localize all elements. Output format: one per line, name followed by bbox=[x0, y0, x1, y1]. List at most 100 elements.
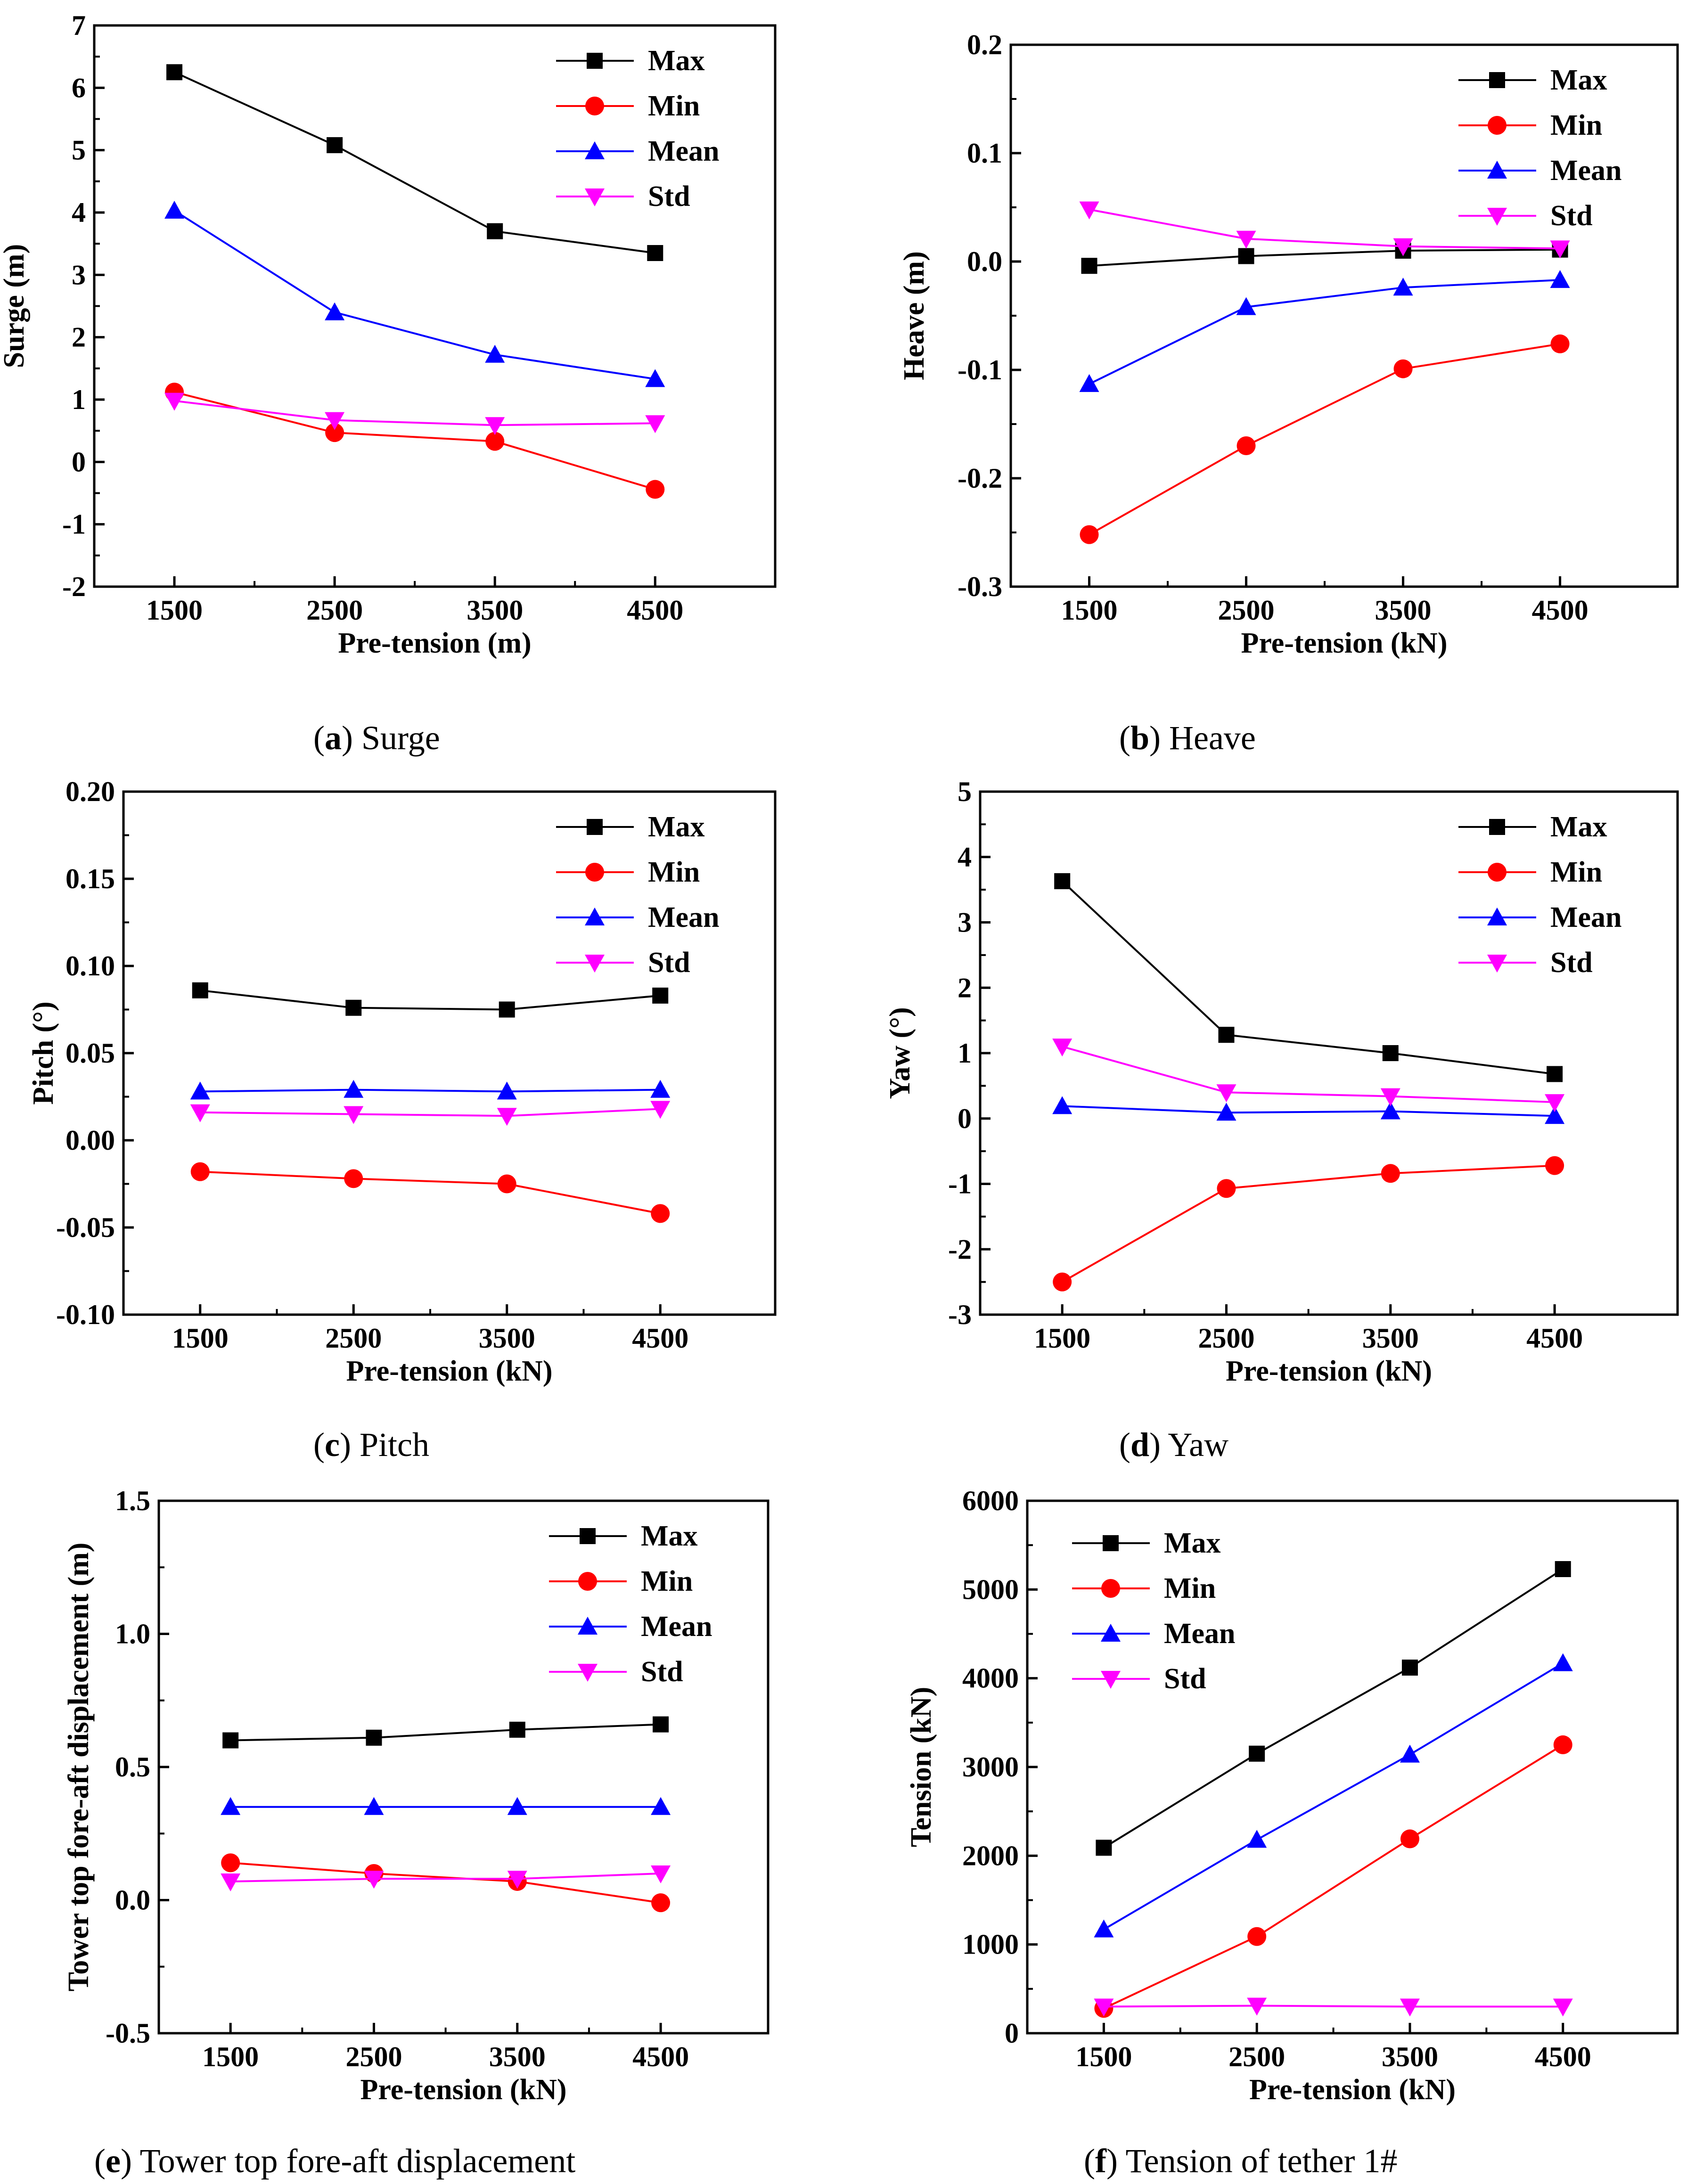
x-tick-label: 1500 bbox=[202, 2041, 259, 2072]
y-tick-label: 1 bbox=[72, 384, 86, 415]
y-axis-label: Heave (m) bbox=[898, 251, 930, 380]
data-point-max bbox=[1081, 258, 1097, 274]
legend-label: Mean bbox=[1550, 155, 1622, 187]
data-point-max bbox=[652, 987, 669, 1004]
legend-label: Std bbox=[1550, 947, 1593, 979]
series-line-std bbox=[1104, 2004, 1563, 2008]
data-point-mean bbox=[645, 369, 665, 387]
data-point-mean bbox=[325, 302, 345, 320]
y-tick-label: 1.5 bbox=[115, 1485, 150, 1516]
data-point-mean bbox=[497, 1081, 517, 1100]
data-point-max bbox=[499, 1001, 515, 1018]
data-point-std bbox=[1052, 1039, 1073, 1057]
series-line-std bbox=[1089, 208, 1560, 250]
legend-label: Min bbox=[648, 856, 700, 888]
data-point-max bbox=[1218, 1027, 1235, 1043]
legend-label: Max bbox=[648, 811, 705, 843]
x-tick-label: 3500 bbox=[479, 1323, 535, 1354]
data-point-mean bbox=[164, 201, 185, 219]
caption-paren: ( bbox=[94, 2142, 106, 2180]
data-point-max bbox=[327, 137, 343, 154]
caption-paren: ( bbox=[1119, 1426, 1130, 1464]
legend-label: Std bbox=[1550, 200, 1593, 232]
legend-marker bbox=[585, 97, 604, 115]
x-tick-label: 2500 bbox=[1228, 2041, 1285, 2072]
y-tick-label: -2 bbox=[948, 1234, 972, 1265]
panel-caption: (f) Tension of tether 1# bbox=[1084, 2142, 1397, 2180]
legend-marker bbox=[585, 141, 605, 159]
data-point-std bbox=[221, 1873, 241, 1891]
series-line-min bbox=[200, 1170, 661, 1215]
x-tick-label: 3500 bbox=[467, 595, 523, 626]
data-point-mean bbox=[1553, 1653, 1573, 1671]
data-point-mean bbox=[507, 1797, 527, 1815]
data-point-std bbox=[1550, 240, 1570, 259]
legend-label: Max bbox=[1164, 1527, 1221, 1559]
legend-label: Min bbox=[641, 1565, 693, 1597]
chart-panel-b: -0.3 -0.2 -0.1 0.0 0.1 0.2 1500 2500 3500 4500 Pre… bbox=[898, 29, 1679, 757]
legend-marker bbox=[585, 908, 605, 925]
legend-marker bbox=[585, 863, 604, 882]
legend-label: Std bbox=[641, 1656, 683, 1688]
y-tick-label: 0.05 bbox=[66, 1038, 115, 1069]
data-point-min bbox=[1217, 1179, 1236, 1198]
data-point-min bbox=[1080, 525, 1099, 544]
x-tick-label: 2500 bbox=[1198, 1323, 1254, 1354]
panel-caption: (a) Surge bbox=[313, 719, 440, 757]
y-tick-label: 0.00 bbox=[66, 1125, 115, 1156]
series-line-min bbox=[1103, 1744, 1564, 2010]
y-tick-label: -0.10 bbox=[56, 1299, 115, 1330]
data-point-min bbox=[1393, 359, 1413, 378]
y-tick-label: 3000 bbox=[962, 1751, 1019, 1783]
series-line-min bbox=[1062, 1164, 1555, 1283]
y-tick-label: 0.0 bbox=[115, 1885, 150, 1916]
x-axis-label: Pre-tension (kN) bbox=[1226, 1355, 1432, 1387]
y-axis-label: Tension (kN) bbox=[905, 1687, 937, 1848]
x-axis-label: Pre-tension (kN) bbox=[360, 2074, 567, 2106]
y-tick-label: 4000 bbox=[962, 1663, 1019, 1694]
data-point-std bbox=[485, 417, 505, 435]
legend-marker bbox=[1489, 72, 1505, 88]
data-point-min bbox=[1553, 1735, 1572, 1754]
x-tick-label: 1500 bbox=[1061, 595, 1118, 626]
data-point-min bbox=[646, 480, 665, 499]
data-point-max bbox=[166, 64, 183, 81]
legend-marker bbox=[1487, 955, 1507, 973]
y-tick-label: 0.20 bbox=[66, 776, 115, 807]
x-tick-label: 4500 bbox=[632, 1323, 688, 1354]
data-point-mean bbox=[1393, 278, 1413, 296]
data-point-std bbox=[1094, 1998, 1114, 2017]
caption-letter: e bbox=[106, 2142, 121, 2180]
x-tick-label: 3500 bbox=[489, 2041, 546, 2072]
data-point-max bbox=[222, 1732, 239, 1749]
data-point-max bbox=[1382, 1045, 1399, 1061]
y-tick-label: -0.3 bbox=[958, 571, 1002, 602]
series-line-mean bbox=[1103, 1662, 1564, 1930]
data-point-min bbox=[1400, 1829, 1419, 1849]
legend-marker bbox=[585, 188, 605, 206]
y-axis-label: Yaw (°) bbox=[884, 1007, 916, 1099]
legend-label: Mean bbox=[648, 901, 720, 933]
panel-caption: (d) Yaw bbox=[1119, 1426, 1228, 1464]
x-axis-label: Pre-tension (kN) bbox=[1249, 2074, 1456, 2106]
x-axis-label: Pre-tension (kN) bbox=[346, 1355, 553, 1387]
chart-panel-f: 0 1000 2000 3000 4000 5000 6000 1500 2500 3500 450… bbox=[905, 1485, 1679, 2180]
series-line-min bbox=[230, 1862, 661, 1904]
y-tick-label: 0.15 bbox=[66, 863, 115, 894]
data-point-std bbox=[164, 393, 185, 411]
legend-marker bbox=[587, 53, 603, 69]
x-tick-label: 1500 bbox=[172, 1323, 229, 1354]
caption-text: Pitch bbox=[351, 1426, 429, 1464]
data-point-min bbox=[344, 1169, 363, 1188]
data-point-std bbox=[1380, 1088, 1400, 1106]
data-point-std bbox=[364, 1871, 384, 1889]
panel-caption: (e) Tower top fore-aft displacement bbox=[94, 2142, 575, 2180]
y-tick-label: 2 bbox=[72, 322, 86, 353]
data-point-max bbox=[1401, 1660, 1418, 1676]
legend-label: Min bbox=[648, 90, 700, 122]
series-line-mean bbox=[200, 1088, 661, 1093]
data-point-max bbox=[366, 1729, 382, 1746]
data-point-max bbox=[1238, 248, 1254, 264]
data-point-std bbox=[344, 1106, 364, 1124]
